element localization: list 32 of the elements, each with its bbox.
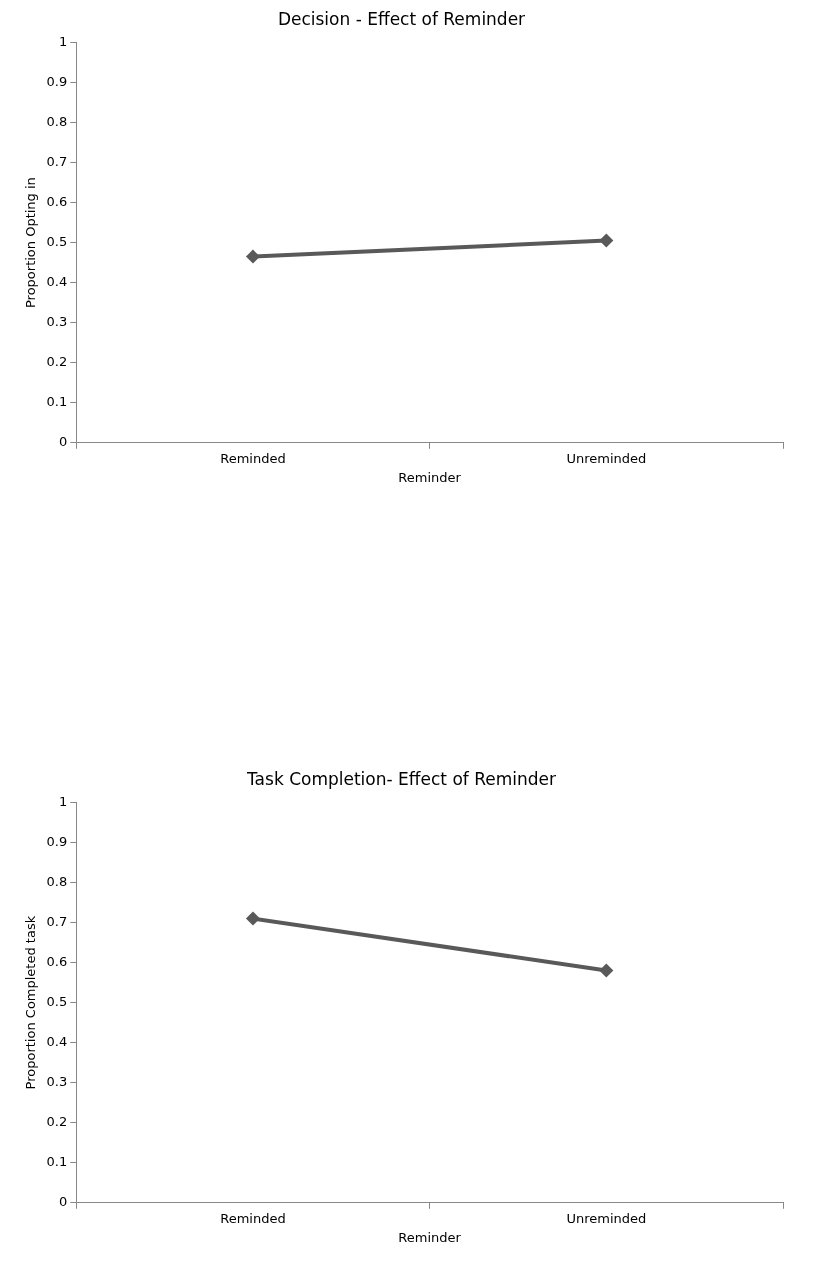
y-tick-label: 0.8 [46, 873, 68, 889]
y-tick-label: 0.9 [46, 833, 68, 849]
y-tick-label: 1 [58, 33, 68, 49]
y-tick-label: 0.7 [46, 913, 68, 929]
y-tick-label: 0 [58, 434, 68, 450]
x-axis-title: Reminder [398, 469, 462, 485]
x-tick-label: Unreminded [566, 450, 647, 466]
y-tick-label: 0 [58, 1194, 68, 1210]
y-tick-label: 1 [58, 793, 68, 809]
y-tick-label: 0.3 [46, 1074, 68, 1090]
y-tick-label: 0.4 [46, 1034, 68, 1050]
y-tick-label: 0.7 [46, 153, 68, 169]
y-tick-label: 0.9 [46, 73, 68, 89]
y-tick-label: 0.4 [46, 274, 68, 290]
y-tick-label: 0.8 [46, 113, 68, 129]
x-tick-label: Reminded [220, 1210, 286, 1226]
x-tick-label: Unreminded [566, 1210, 647, 1226]
y-tick-label: 0.2 [46, 354, 68, 370]
chart-title: Task Completion- Effect of Reminder [246, 768, 556, 789]
y-tick-label: 0.2 [46, 1114, 68, 1130]
y-tick-label: 0.3 [46, 314, 68, 330]
y-tick-label: 0.5 [46, 993, 68, 1009]
y-tick-label: 0.1 [46, 394, 68, 410]
y-tick-label: 0.6 [46, 953, 68, 969]
y-tick-label: 0.6 [46, 193, 68, 209]
x-tick-label: Reminded [220, 450, 286, 466]
chart-title: Decision - Effect of Reminder [277, 8, 526, 29]
y-axis-title: Proportion Completed task [23, 915, 39, 1090]
y-tick-label: 0.1 [46, 1154, 68, 1170]
x-axis-title: Reminder [398, 1229, 462, 1245]
y-tick-label: 0.5 [46, 233, 68, 249]
y-axis-title: Proportion Opting in [23, 177, 39, 309]
